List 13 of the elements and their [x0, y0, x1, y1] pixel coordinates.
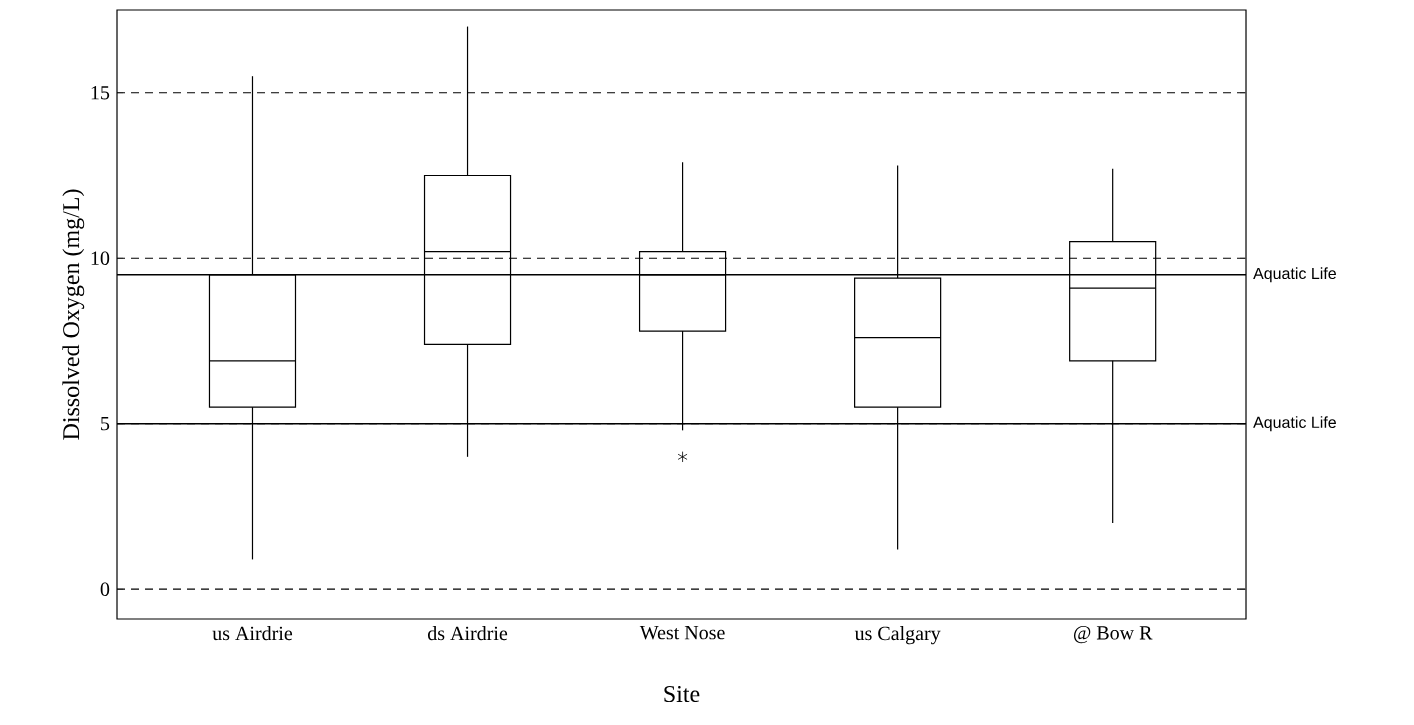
ref-line-label: Aquatic Life [1253, 416, 1336, 432]
ref-line-label: Aquatic Life [1253, 267, 1336, 283]
y-tick-label: 10 [91, 251, 110, 265]
x-tick-label: us Airdrie [212, 626, 293, 641]
y-axis-title: Dissolved Oxygen (mg/L) [62, 189, 85, 440]
x-tick-label: us Calgary [854, 626, 941, 645]
x-axis-title: Site [664, 685, 700, 703]
y-tick-label: 0 [100, 582, 110, 596]
x-tick-label: ds Airdrie [427, 626, 508, 641]
x-tick-label: @ Bow R [1073, 626, 1153, 644]
y-tick-label: 15 [91, 86, 110, 100]
y-tick-label: 5 [101, 417, 110, 431]
x-tick-label: West Nose [639, 626, 725, 640]
